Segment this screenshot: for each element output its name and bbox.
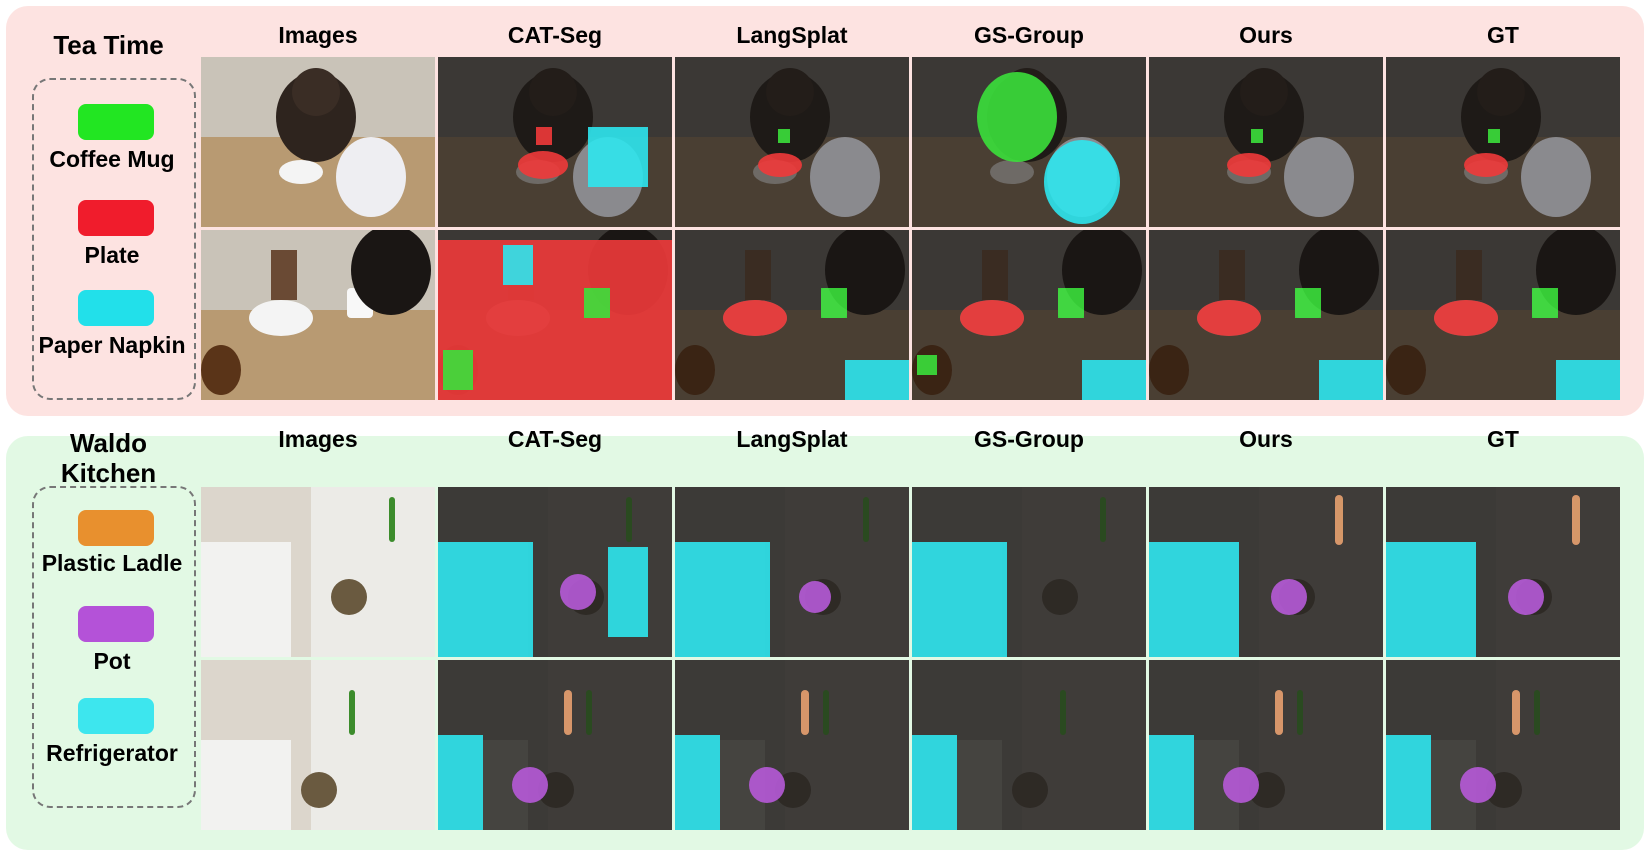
result-image-r1-cat-seg: [438, 230, 672, 400]
column-header: GS-Group: [974, 22, 1084, 48]
result-image-r2-ours: [1149, 487, 1383, 657]
column-header: LangSplat: [736, 22, 848, 48]
result-image-r3-gs-group: [912, 660, 1146, 830]
result-image-r2-gt: [1386, 487, 1620, 657]
result-image-r0-cat-seg: [438, 57, 672, 227]
result-image-r3-images: [201, 660, 435, 830]
column-header: Images: [278, 426, 358, 452]
column-header: Images: [278, 22, 358, 48]
result-image-r1-gt: [1386, 230, 1620, 400]
result-image-r2-images: [201, 487, 435, 657]
legend-label: Refrigerator: [46, 740, 178, 766]
result-image-r1-ours: [1149, 230, 1383, 400]
legend-box: Plastic Ladle Pot Refrigerator: [32, 486, 196, 808]
legend-swatch-coffee-mug: [78, 104, 154, 140]
column-header: GT: [1487, 22, 1519, 48]
legend-label: Coffee Mug: [49, 146, 175, 172]
column-header: CAT-Seg: [507, 22, 603, 48]
result-image-r2-langsplat: [675, 487, 909, 657]
result-image-r0-gt: [1386, 57, 1620, 227]
result-image-r2-gs-group: [912, 487, 1146, 657]
result-image-r0-ours: [1149, 57, 1383, 227]
column-header: Ours: [1239, 22, 1293, 48]
scene-title: Tea Time: [53, 30, 164, 60]
column-header: GS-Group: [974, 426, 1084, 452]
legend-swatch-plastic-ladle: [78, 510, 154, 546]
scene-title-line2: Kitchen: [60, 458, 157, 488]
legend-label: Paper Napkin: [38, 332, 186, 358]
result-image-r2-cat-seg: [438, 487, 672, 657]
result-image-r0-langsplat: [675, 57, 909, 227]
result-image-r1-langsplat: [675, 230, 909, 400]
result-image-r1-gs-group: [912, 230, 1146, 400]
result-image-r0-gs-group: [912, 57, 1146, 227]
legend-box: Coffee Mug Plate Paper Napkin: [32, 78, 196, 400]
legend-swatch-refrigerator: [78, 698, 154, 734]
column-header: LangSplat: [736, 426, 848, 452]
legend-swatch-pot: [78, 606, 154, 642]
result-image-r0-images: [201, 57, 435, 227]
scene-title-line1: Waldo: [69, 428, 148, 458]
column-header: Ours: [1239, 426, 1293, 452]
legend-swatch-plate: [78, 200, 154, 236]
result-image-r3-gt: [1386, 660, 1620, 830]
result-image-r3-ours: [1149, 660, 1383, 830]
legend-label: Pot: [93, 648, 131, 674]
result-image-r1-images: [201, 230, 435, 400]
legend-label: Plate: [84, 242, 140, 268]
result-image-r3-cat-seg: [438, 660, 672, 830]
result-image-r3-langsplat: [675, 660, 909, 830]
column-header: CAT-Seg: [507, 426, 603, 452]
legend-swatch-paper-napkin: [78, 290, 154, 326]
legend-label: Plastic Ladle: [41, 550, 183, 576]
column-header: GT: [1487, 426, 1519, 452]
